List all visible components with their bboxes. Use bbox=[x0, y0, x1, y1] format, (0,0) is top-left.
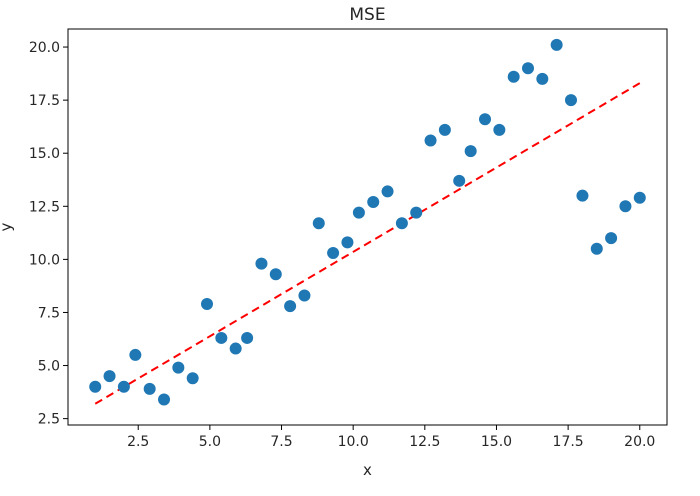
y-tick-label: 15.0 bbox=[29, 146, 60, 162]
data-point bbox=[410, 206, 423, 219]
data-point bbox=[117, 380, 130, 393]
data-point bbox=[284, 300, 297, 313]
data-point bbox=[241, 331, 254, 344]
regression-line bbox=[94, 82, 641, 405]
data-point bbox=[464, 145, 477, 158]
y-tick-label: 2.5 bbox=[38, 412, 60, 428]
data-point bbox=[143, 382, 156, 395]
y-axis-label: y bbox=[0, 222, 15, 231]
chart-title: MSE bbox=[349, 5, 385, 25]
data-point bbox=[438, 123, 451, 136]
data-point bbox=[201, 297, 214, 310]
data-point bbox=[550, 38, 563, 51]
y-tick-label: 17.5 bbox=[29, 93, 60, 109]
x-tick-label: 5.0 bbox=[199, 434, 221, 450]
data-point bbox=[312, 217, 325, 230]
x-tick-label: 10.0 bbox=[338, 434, 369, 450]
data-point bbox=[395, 217, 408, 230]
data-point bbox=[453, 174, 466, 187]
data-point bbox=[521, 62, 534, 75]
ticks-layer: 2.5 5.0 7.5 10.0 12.5 15.0 17.5 20.0 2.5 5.0 7.5 10… bbox=[29, 40, 656, 450]
x-tick-label: 2.5 bbox=[127, 434, 149, 450]
data-point bbox=[327, 247, 340, 260]
data-point bbox=[507, 70, 520, 83]
x-tick-label: 17.5 bbox=[553, 434, 584, 450]
data-point bbox=[229, 342, 242, 355]
data-point bbox=[215, 331, 228, 344]
y-tick-label: 5.0 bbox=[38, 359, 60, 375]
data-point bbox=[576, 189, 589, 202]
data-point bbox=[103, 370, 116, 383]
data-point bbox=[186, 372, 199, 385]
data-point bbox=[352, 206, 365, 219]
y-tick-label: 12.5 bbox=[29, 199, 60, 215]
data-point bbox=[298, 289, 311, 302]
data-point bbox=[172, 361, 185, 374]
data-point bbox=[564, 94, 577, 107]
data-point bbox=[633, 191, 646, 204]
y-tick-label: 10.0 bbox=[29, 252, 60, 268]
data-point bbox=[367, 196, 380, 209]
x-tick-label: 15.0 bbox=[481, 434, 512, 450]
x-tick-label: 20.0 bbox=[624, 434, 655, 450]
data-point bbox=[269, 268, 282, 281]
x-tick-label: 12.5 bbox=[409, 434, 440, 450]
data-point bbox=[536, 72, 549, 85]
data-point bbox=[619, 200, 632, 213]
y-tick-label: 20.0 bbox=[29, 40, 60, 56]
marks-layer bbox=[89, 38, 646, 406]
data-point bbox=[605, 232, 618, 245]
data-point bbox=[89, 380, 102, 393]
plot-frame bbox=[67, 28, 668, 426]
data-point bbox=[255, 257, 268, 270]
data-point bbox=[479, 113, 492, 126]
data-point bbox=[341, 236, 354, 249]
data-point bbox=[590, 242, 603, 255]
x-tick-label: 7.5 bbox=[270, 434, 292, 450]
data-point bbox=[381, 185, 394, 198]
data-point bbox=[129, 348, 142, 361]
data-point bbox=[493, 123, 506, 136]
x-axis-label: x bbox=[363, 461, 372, 479]
y-tick-label: 7.5 bbox=[38, 305, 60, 321]
data-point bbox=[424, 134, 437, 147]
data-point bbox=[158, 393, 171, 406]
